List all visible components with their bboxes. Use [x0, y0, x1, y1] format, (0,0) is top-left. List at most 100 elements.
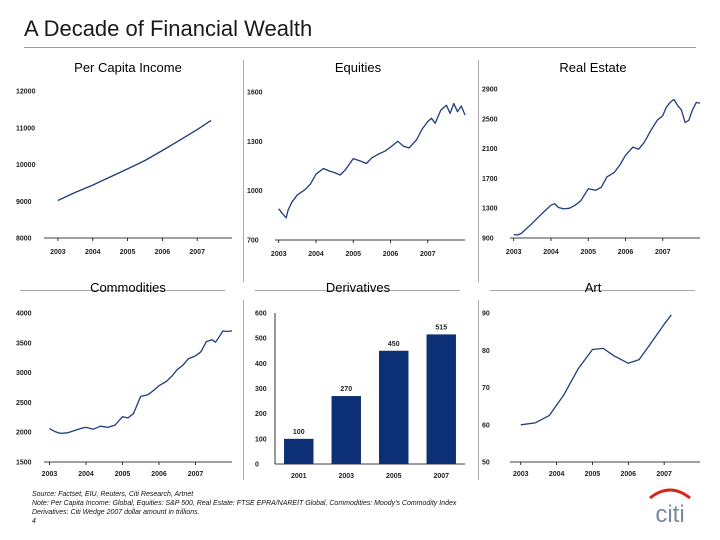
- chart-title: Derivatives: [326, 280, 391, 295]
- y-tick-label: 500: [255, 336, 267, 343]
- divider-vertical-right-top: [478, 60, 479, 282]
- y-tick-label: 11000: [16, 125, 35, 132]
- series-line: [57, 119, 212, 202]
- y-tick-label: 1300: [247, 139, 263, 146]
- x-tick-label: 2005: [345, 251, 361, 258]
- bar-2003: [331, 396, 361, 464]
- slide-title: A Decade of Financial Wealth: [24, 16, 313, 41]
- chart-title: Commodities: [90, 280, 166, 295]
- x-tick-label: 2005: [580, 249, 596, 256]
- y-tick-label: 400: [255, 361, 267, 368]
- data-label: 450: [388, 341, 400, 348]
- chart-real-estate: Real Estate 900 1300 1700 2100 2500 2900 2003 20…: [482, 60, 701, 256]
- y-tick-label: 1300: [482, 206, 498, 213]
- x-tick-label: 2004: [543, 249, 559, 256]
- y-tick-label: 2100: [482, 146, 498, 153]
- series-line: [513, 98, 701, 236]
- citi-logo: citi: [649, 488, 691, 528]
- divider-vertical-left-bottom: [243, 300, 244, 480]
- y-tick-label: 1000: [247, 188, 263, 195]
- x-tick-label: 2006: [155, 249, 171, 256]
- chart-commodities: Commodities 1500 2000 2500 3000 3500 4000 2003 2…: [16, 280, 233, 478]
- y-tick-label: 1500: [16, 460, 32, 467]
- y-tick-label: 700: [247, 238, 259, 245]
- y-tick-label: 70: [482, 385, 490, 392]
- divider-vertical-left-top: [243, 60, 244, 282]
- y-tick-label: 60: [482, 422, 490, 429]
- x-tick-label: 2003: [338, 473, 354, 480]
- chart-title: Real Estate: [559, 60, 626, 75]
- x-tick-label: 2003: [271, 251, 287, 258]
- footer-source: Source: Factset, EIU, Reuters, Citi Rese…: [32, 491, 194, 498]
- y-tick-label: 200: [255, 411, 267, 418]
- x-tick-label: 2007: [420, 251, 436, 258]
- divider-horizontal-left: [20, 290, 225, 291]
- x-tick-label: 2007: [189, 249, 205, 256]
- y-tick-label: 2500: [482, 116, 498, 123]
- chart-title: Equities: [335, 60, 382, 75]
- y-tick-label: 90: [482, 311, 490, 318]
- title-rule: [24, 47, 696, 48]
- logo-arc: [649, 488, 691, 500]
- x-tick-label: 2004: [85, 249, 101, 256]
- x-tick-label: 2007: [655, 249, 671, 256]
- footer: Source: Factset, EIU, Reuters, Citi Rese…: [32, 490, 456, 526]
- y-tick-label: 50: [482, 460, 490, 467]
- x-tick-label: 2003: [42, 471, 58, 478]
- footer-derivatives: Derivatives: Citi Wedge 2007 dollar amou…: [32, 509, 200, 516]
- chart-title: Art: [585, 280, 602, 295]
- x-tick-label: 2005: [115, 471, 131, 478]
- page-number: 4: [32, 518, 36, 525]
- bar-2001: [284, 438, 314, 464]
- y-tick-label: 8000: [16, 236, 32, 243]
- series-line: [49, 330, 233, 435]
- logo-text: citi: [655, 501, 684, 528]
- chart-per-capita-income: Per Capita Income 8000 9000 10000 11000 12000…: [16, 60, 232, 256]
- x-tick-label: 2006: [621, 471, 637, 478]
- x-tick-label: 2005: [386, 473, 402, 480]
- y-tick-label: 3500: [16, 340, 32, 347]
- y-tick-label: 1700: [482, 176, 498, 183]
- x-tick-label: 2005: [585, 471, 601, 478]
- y-tick-label: 2900: [482, 87, 498, 94]
- x-tick-label: 2004: [78, 471, 94, 478]
- data-label: 270: [340, 386, 352, 393]
- y-tick-label: 2000: [16, 430, 32, 437]
- y-tick-label: 600: [255, 311, 267, 318]
- chart-derivatives: Derivatives 0 100 200 300 400 500 600 100 2001 270…: [255, 280, 465, 480]
- x-tick-label: 2006: [383, 251, 399, 258]
- y-tick-label: 0: [255, 462, 259, 469]
- bar-2007: [426, 334, 456, 464]
- data-label: 100: [293, 429, 305, 436]
- divider-horizontal-center: [255, 290, 460, 291]
- y-tick-label: 2500: [16, 400, 32, 407]
- series-line: [520, 314, 672, 426]
- series-line: [278, 102, 466, 219]
- divider-vertical-right-bottom: [478, 300, 479, 480]
- y-tick-label: 12000: [16, 89, 36, 96]
- chart-art: Art 50 60 70 80 90 2003 2004 2005 2006 2007: [482, 280, 700, 478]
- y-tick-label: 900: [482, 236, 494, 243]
- x-tick-label: 2001: [291, 473, 307, 480]
- data-label: 515: [435, 324, 447, 331]
- divider-horizontal-right: [490, 290, 695, 291]
- x-tick-label: 2005: [120, 249, 136, 256]
- chart-title: Per Capita Income: [74, 60, 182, 75]
- y-tick-label: 3000: [16, 370, 32, 377]
- chart-equities: Equities 700 1000 1300 1600 2003 2004 2005 2006 2…: [247, 60, 466, 258]
- x-tick-label: 2007: [656, 471, 672, 478]
- x-tick-label: 2007: [433, 473, 449, 480]
- x-tick-label: 2004: [308, 251, 324, 258]
- x-tick-label: 2006: [618, 249, 634, 256]
- y-tick-label: 10000: [16, 162, 36, 169]
- y-tick-label: 80: [482, 348, 490, 355]
- x-tick-label: 2007: [188, 471, 204, 478]
- y-tick-label: 4000: [16, 311, 32, 318]
- y-tick-label: 100: [255, 436, 267, 443]
- y-tick-label: 9000: [16, 199, 32, 206]
- x-tick-label: 2004: [549, 471, 565, 478]
- x-tick-label: 2003: [513, 471, 529, 478]
- y-tick-label: 1600: [247, 90, 263, 97]
- footer-note: Note: Per Capita Income: Global, Equitie…: [32, 500, 457, 507]
- y-tick-label: 300: [255, 386, 267, 393]
